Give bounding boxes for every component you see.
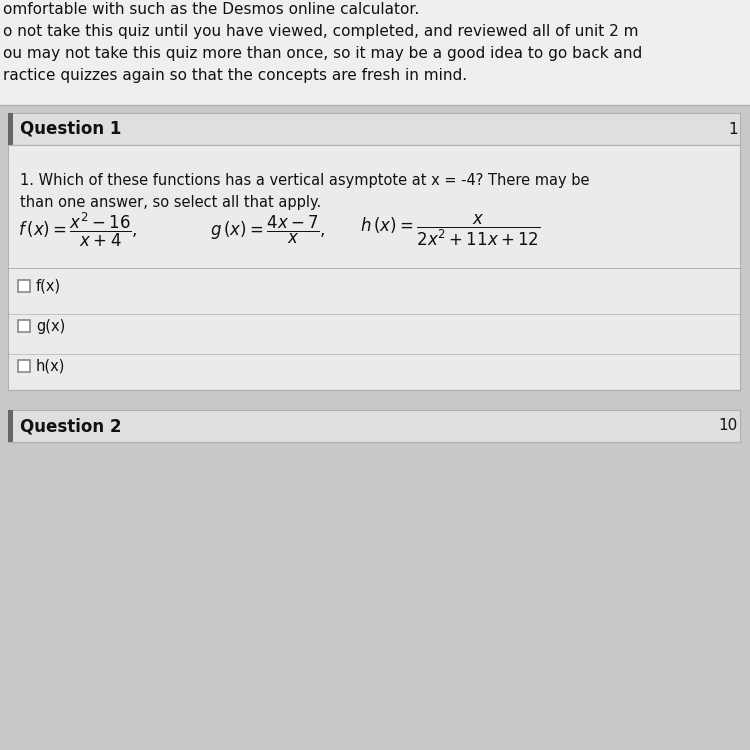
Text: $f\,(x) = \dfrac{x^2-16}{x+4},$: $f\,(x) = \dfrac{x^2-16}{x+4},$ <box>18 211 138 249</box>
Text: 10: 10 <box>718 419 738 434</box>
Bar <box>8 145 740 390</box>
Bar <box>8 410 13 442</box>
Bar <box>18 360 30 372</box>
Text: h(x): h(x) <box>36 358 65 374</box>
Text: f(x): f(x) <box>36 278 62 293</box>
Bar <box>8 410 740 442</box>
Text: $h\,(x) = \dfrac{x}{2x^2+11x+12}$: $h\,(x) = \dfrac{x}{2x^2+11x+12}$ <box>360 212 541 248</box>
Text: than one answer, so select all that apply.: than one answer, so select all that appl… <box>20 195 321 210</box>
Text: Question 2: Question 2 <box>20 417 122 435</box>
Text: ou may not take this quiz more than once, so it may be a good idea to go back an: ou may not take this quiz more than once… <box>3 46 642 61</box>
Text: o not take this quiz until you have viewed, completed, and reviewed all of unit : o not take this quiz until you have view… <box>3 24 638 39</box>
Text: $g\,(x) = \dfrac{4x-7}{x},$: $g\,(x) = \dfrac{4x-7}{x},$ <box>210 214 326 246</box>
Bar <box>8 113 13 145</box>
Text: omfortable with such as the Desmos online calculator.: omfortable with such as the Desmos onlin… <box>3 2 419 17</box>
Bar <box>18 280 30 292</box>
Bar <box>0 0 750 105</box>
Bar <box>8 113 740 145</box>
Text: 1. Which of these functions has a vertical asymptote at x = -4? There may be: 1. Which of these functions has a vertic… <box>20 173 590 188</box>
Text: 1: 1 <box>728 122 738 136</box>
Text: Question 1: Question 1 <box>20 120 122 138</box>
Text: ractice quizzes again so that the concepts are fresh in mind.: ractice quizzes again so that the concep… <box>3 68 467 83</box>
Bar <box>18 320 30 332</box>
Text: g(x): g(x) <box>36 319 65 334</box>
